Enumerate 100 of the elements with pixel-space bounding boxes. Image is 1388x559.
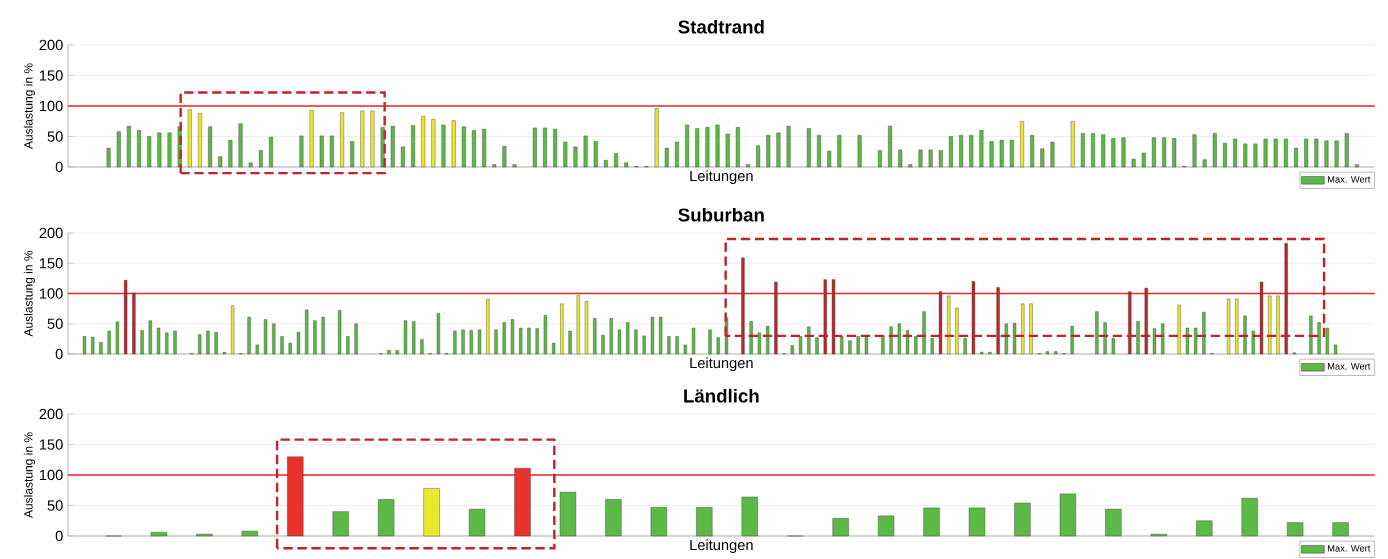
bar: [552, 342, 556, 355]
bar: [948, 136, 953, 168]
bar: [563, 141, 568, 168]
bar: [914, 336, 918, 355]
bar: [305, 309, 309, 355]
bar: [1334, 140, 1339, 168]
bar: [583, 135, 588, 168]
bar: [1136, 321, 1140, 355]
bar: [510, 319, 515, 355]
bar: [288, 342, 292, 355]
bar: [576, 295, 580, 355]
bar: [691, 327, 696, 355]
bar: [230, 305, 235, 355]
bar: [848, 340, 852, 355]
bar: [1091, 133, 1096, 168]
y-tick-label: 50: [47, 500, 63, 511]
bar: [1045, 351, 1050, 355]
bar: [1243, 315, 1247, 355]
bar: [1202, 312, 1206, 355]
bar: [150, 532, 168, 537]
bar: [674, 141, 679, 168]
bar: [1177, 304, 1181, 355]
bar: [82, 336, 87, 355]
bar: [482, 128, 487, 168]
bar: [798, 336, 803, 355]
bar: [908, 164, 913, 168]
bar: [280, 336, 284, 355]
bar: [1354, 164, 1359, 168]
bar: [708, 329, 712, 355]
bar: [173, 330, 177, 355]
bar: [605, 499, 622, 537]
bar: [1020, 121, 1024, 168]
bar: [258, 150, 263, 168]
bar: [272, 323, 276, 355]
bar: [1286, 522, 1304, 537]
bar: [332, 511, 349, 537]
bar: [502, 322, 506, 355]
bar: [137, 130, 142, 168]
bar: [1121, 137, 1126, 168]
bar: [626, 322, 630, 355]
bar: [1324, 140, 1329, 168]
bar: [337, 310, 342, 355]
bar: [1105, 508, 1122, 537]
bar: [897, 323, 901, 355]
bar: [1235, 298, 1239, 355]
bar: [790, 345, 794, 355]
bar: [776, 132, 781, 168]
bar: [928, 149, 933, 168]
bar: [746, 164, 750, 168]
bar: [1314, 138, 1319, 168]
bar: [1030, 135, 1035, 168]
bar: [197, 113, 202, 168]
bar: [477, 329, 482, 355]
chart-title: Suburban: [678, 207, 764, 222]
bar: [1276, 295, 1280, 355]
bar: [683, 344, 687, 355]
bar: [1185, 327, 1190, 355]
bar: [346, 336, 350, 355]
bar: [512, 164, 517, 168]
bar: [1192, 134, 1197, 168]
bar: [1151, 137, 1156, 168]
bar: [436, 313, 441, 355]
bar: [395, 350, 399, 355]
y-tick-label: 50: [47, 318, 63, 329]
bar: [543, 315, 548, 355]
bar: [1070, 121, 1075, 168]
bar: [705, 127, 710, 168]
bar: [91, 336, 95, 355]
bar: [228, 139, 233, 168]
bar: [654, 108, 659, 168]
bar: [147, 136, 152, 168]
bar: [486, 298, 490, 355]
bar: [543, 127, 547, 168]
bar: [930, 338, 934, 355]
bar: [1344, 133, 1349, 168]
bar: [411, 125, 416, 168]
bar: [1111, 138, 1116, 168]
bar: [107, 330, 111, 355]
bar: [492, 164, 497, 168]
bar: [115, 321, 120, 355]
bar: [494, 329, 498, 355]
bar: [664, 147, 669, 168]
bar: [378, 499, 395, 537]
bar: [313, 320, 317, 355]
bar: [1101, 134, 1106, 168]
bar: [1283, 138, 1288, 168]
bar: [877, 515, 895, 537]
bar: [1194, 327, 1198, 355]
bar: [593, 141, 598, 168]
y-axis-title: Auslastung in %: [23, 432, 36, 518]
bar: [969, 135, 974, 168]
bar: [468, 508, 486, 537]
bar: [634, 329, 638, 355]
bar: [659, 316, 663, 355]
bar: [1268, 295, 1272, 355]
chart-title: Stadtrand: [678, 19, 764, 34]
bar: [1059, 493, 1077, 537]
bar: [696, 507, 713, 537]
bar: [1172, 138, 1177, 168]
bar: [502, 146, 507, 168]
